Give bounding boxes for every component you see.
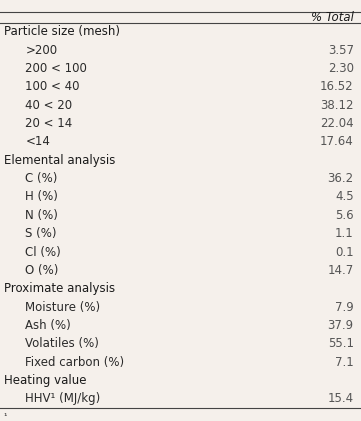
Text: 22.04: 22.04 bbox=[320, 117, 354, 130]
Text: 37.9: 37.9 bbox=[328, 319, 354, 332]
Text: H (%): H (%) bbox=[25, 190, 58, 203]
Text: Volatiles (%): Volatiles (%) bbox=[25, 337, 99, 350]
Text: Cl (%): Cl (%) bbox=[25, 245, 61, 258]
Text: 7.9: 7.9 bbox=[335, 301, 354, 314]
Text: 20 < 14: 20 < 14 bbox=[25, 117, 73, 130]
Text: Fixed carbon (%): Fixed carbon (%) bbox=[25, 356, 125, 369]
Text: % Total: % Total bbox=[311, 11, 354, 24]
Text: 16.52: 16.52 bbox=[320, 80, 354, 93]
Text: S (%): S (%) bbox=[25, 227, 57, 240]
Text: HHV¹ (MJ/kg): HHV¹ (MJ/kg) bbox=[25, 392, 100, 405]
Text: 2.30: 2.30 bbox=[328, 62, 354, 75]
Text: 3.57: 3.57 bbox=[328, 44, 354, 57]
Text: 1.1: 1.1 bbox=[335, 227, 354, 240]
Text: Proximate analysis: Proximate analysis bbox=[4, 282, 115, 295]
Text: Particle size (mesh): Particle size (mesh) bbox=[4, 25, 119, 38]
Text: 5.6: 5.6 bbox=[335, 209, 354, 222]
Text: 15.4: 15.4 bbox=[328, 392, 354, 405]
Text: 200 < 100: 200 < 100 bbox=[25, 62, 87, 75]
Text: Moisture (%): Moisture (%) bbox=[25, 301, 100, 314]
Text: <14: <14 bbox=[25, 136, 50, 149]
Text: 0.1: 0.1 bbox=[335, 245, 354, 258]
Text: Elemental analysis: Elemental analysis bbox=[4, 154, 115, 167]
Text: 55.1: 55.1 bbox=[328, 337, 354, 350]
Text: 40 < 20: 40 < 20 bbox=[25, 99, 73, 112]
Text: 100 < 40: 100 < 40 bbox=[25, 80, 80, 93]
Text: ¹: ¹ bbox=[4, 412, 7, 421]
Text: 36.2: 36.2 bbox=[328, 172, 354, 185]
Text: 17.64: 17.64 bbox=[320, 136, 354, 149]
Text: 14.7: 14.7 bbox=[327, 264, 354, 277]
Text: Heating value: Heating value bbox=[4, 374, 86, 387]
Text: N (%): N (%) bbox=[25, 209, 58, 222]
Text: >200: >200 bbox=[25, 44, 57, 57]
Text: 4.5: 4.5 bbox=[335, 190, 354, 203]
Text: Ash (%): Ash (%) bbox=[25, 319, 71, 332]
Text: O (%): O (%) bbox=[25, 264, 58, 277]
Text: 7.1: 7.1 bbox=[335, 356, 354, 369]
Text: C (%): C (%) bbox=[25, 172, 58, 185]
Text: 38.12: 38.12 bbox=[320, 99, 354, 112]
